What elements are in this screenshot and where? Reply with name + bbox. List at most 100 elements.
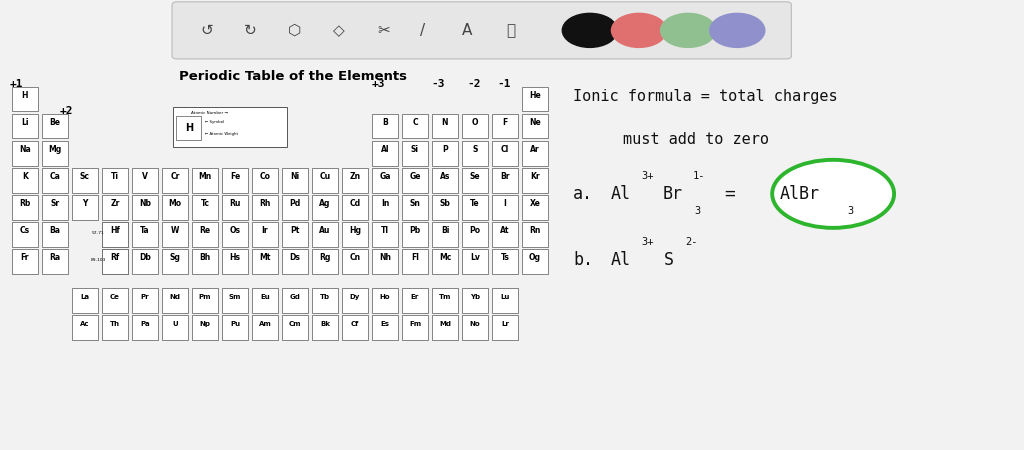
Text: K: K xyxy=(22,172,28,181)
Text: Ta: Ta xyxy=(140,226,150,235)
Bar xyxy=(72,315,98,340)
Text: Og: Og xyxy=(529,253,541,262)
Bar xyxy=(191,288,218,313)
Text: Np: Np xyxy=(200,321,211,327)
Bar xyxy=(401,249,428,274)
Text: V: V xyxy=(142,172,147,181)
Bar xyxy=(311,288,338,313)
Bar xyxy=(401,222,428,247)
Text: 89-103: 89-103 xyxy=(90,258,105,262)
Text: 1-: 1- xyxy=(692,171,705,181)
Text: Md: Md xyxy=(439,321,451,327)
Text: Ga: Ga xyxy=(379,172,391,181)
Bar xyxy=(252,222,279,247)
Text: Mt: Mt xyxy=(259,253,270,262)
Bar xyxy=(191,249,218,274)
Text: Pd: Pd xyxy=(290,199,301,208)
Text: Periodic Table of the Elements: Periodic Table of the Elements xyxy=(179,70,408,83)
Bar xyxy=(11,222,38,247)
Bar xyxy=(492,114,518,139)
Text: Mo: Mo xyxy=(168,199,181,208)
Text: Ho: Ho xyxy=(380,294,390,300)
Text: -1: -1 xyxy=(498,79,511,89)
Bar xyxy=(372,141,398,166)
Text: Ru: Ru xyxy=(229,199,241,208)
Text: C: C xyxy=(413,118,418,127)
Text: Cl: Cl xyxy=(501,145,509,154)
Bar xyxy=(522,168,548,193)
Bar xyxy=(282,195,308,220)
Text: Nh: Nh xyxy=(379,253,391,262)
Text: Eu: Eu xyxy=(260,294,270,300)
Text: 2-: 2- xyxy=(685,237,697,247)
Text: Zn: Zn xyxy=(349,172,360,181)
Bar xyxy=(11,87,38,112)
Bar xyxy=(191,222,218,247)
Bar xyxy=(72,288,98,313)
Text: Ne: Ne xyxy=(529,118,541,127)
Text: b.: b. xyxy=(573,251,593,269)
Text: Ag: Ag xyxy=(319,199,331,208)
Bar xyxy=(11,249,38,274)
Text: Hf: Hf xyxy=(110,226,120,235)
Bar xyxy=(311,168,338,193)
Bar xyxy=(522,222,548,247)
Bar xyxy=(101,249,128,274)
Bar xyxy=(11,141,38,166)
Text: Au: Au xyxy=(319,226,331,235)
Text: Sm: Sm xyxy=(228,294,241,300)
Bar xyxy=(132,222,158,247)
Text: A: A xyxy=(462,23,472,38)
Bar xyxy=(462,141,488,166)
Text: Nd: Nd xyxy=(169,294,180,300)
Bar xyxy=(282,249,308,274)
Text: Na: Na xyxy=(19,145,31,154)
Bar xyxy=(522,87,548,112)
Text: Fm: Fm xyxy=(409,321,421,327)
Bar xyxy=(432,114,458,139)
Text: Fr: Fr xyxy=(20,253,29,262)
Bar xyxy=(162,222,188,247)
Text: Pb: Pb xyxy=(410,226,421,235)
Text: Zr: Zr xyxy=(111,199,120,208)
Text: Pm: Pm xyxy=(199,294,211,300)
Text: Tc: Tc xyxy=(201,199,210,208)
Text: ↺: ↺ xyxy=(200,23,213,38)
Bar xyxy=(101,249,128,274)
Bar xyxy=(462,195,488,220)
Text: Y: Y xyxy=(82,199,88,208)
Bar xyxy=(492,315,518,340)
Bar xyxy=(252,288,279,313)
Bar xyxy=(432,195,458,220)
Text: La: La xyxy=(81,294,89,300)
Bar xyxy=(191,168,218,193)
Bar xyxy=(401,114,428,139)
Bar xyxy=(282,222,308,247)
Text: Rh: Rh xyxy=(259,199,270,208)
Text: O: O xyxy=(472,118,478,127)
Bar xyxy=(252,195,279,220)
Text: AlBr: AlBr xyxy=(780,185,820,203)
Text: /: / xyxy=(420,23,425,38)
Bar xyxy=(132,195,158,220)
Text: Tl: Tl xyxy=(381,226,389,235)
Text: Be: Be xyxy=(49,118,60,127)
Text: Al: Al xyxy=(381,145,389,154)
Text: Yb: Yb xyxy=(470,294,480,300)
Bar xyxy=(101,315,128,340)
Text: Te: Te xyxy=(470,199,480,208)
Bar xyxy=(372,315,398,340)
Bar xyxy=(252,249,279,274)
Text: I: I xyxy=(504,199,507,208)
Text: B: B xyxy=(382,118,388,127)
Text: -2: -2 xyxy=(467,79,480,89)
Bar xyxy=(101,222,128,247)
Text: Ar: Ar xyxy=(530,145,540,154)
Bar xyxy=(11,114,38,139)
Bar xyxy=(42,141,69,166)
Text: Se: Se xyxy=(470,172,480,181)
Bar xyxy=(401,315,428,340)
Bar xyxy=(342,195,369,220)
Bar xyxy=(132,288,158,313)
Text: a.: a. xyxy=(573,185,593,203)
